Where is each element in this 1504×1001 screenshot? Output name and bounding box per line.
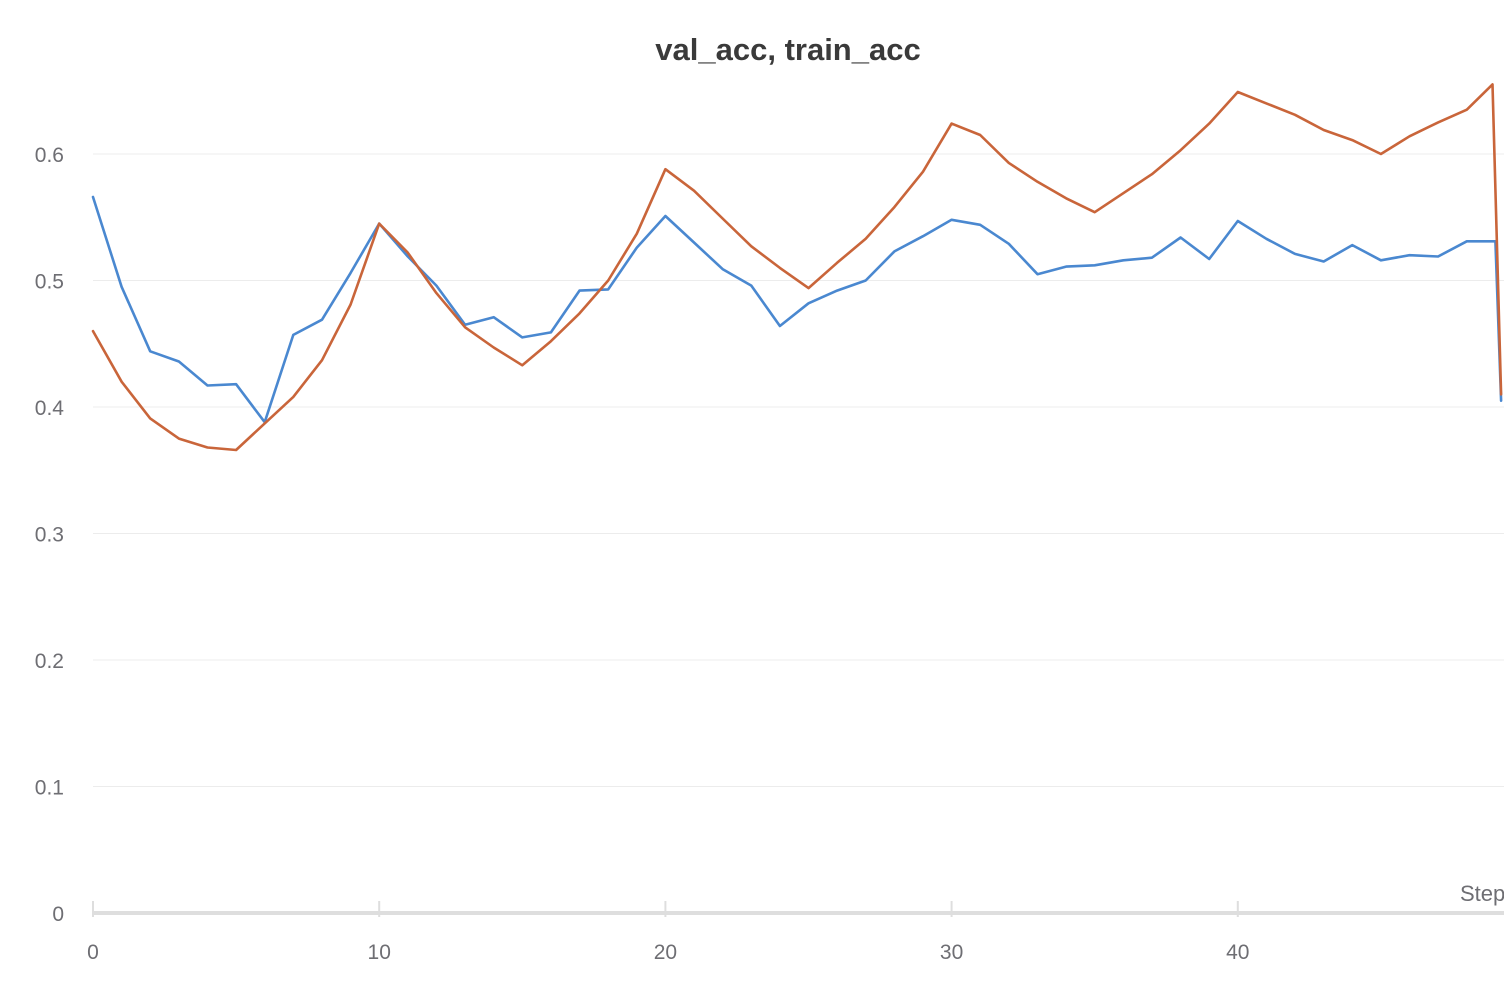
y-tick-label: 0.4 [35,397,65,420]
x-tick-label: 30 [940,941,963,964]
y-tick-label: 0 [52,903,64,926]
y-tick-label: 0.2 [35,650,64,673]
series-line-2 [91,83,1503,452]
x-axis-label: Step [1460,881,1504,906]
gridlines [93,153,1504,787]
x-tick-label: 10 [368,941,391,964]
y-tick-label: 0.5 [35,271,64,294]
y-tick-label: 0.3 [35,524,64,547]
x-tick-label: 0 [87,941,99,964]
chart-title: val_acc, train_acc [655,32,920,67]
y-tick-label: 0.6 [35,144,64,167]
x-tick-label: 40 [1226,941,1249,964]
series-layer [91,83,1503,452]
axes: 0 0.1 0.2 0.3 0.4 0.5 0.6 0 10 20 30 40 [35,144,1504,964]
x-tick-label: 20 [654,941,677,964]
series-line-1 [91,195,1503,424]
y-tick-label: 0.1 [35,777,64,800]
